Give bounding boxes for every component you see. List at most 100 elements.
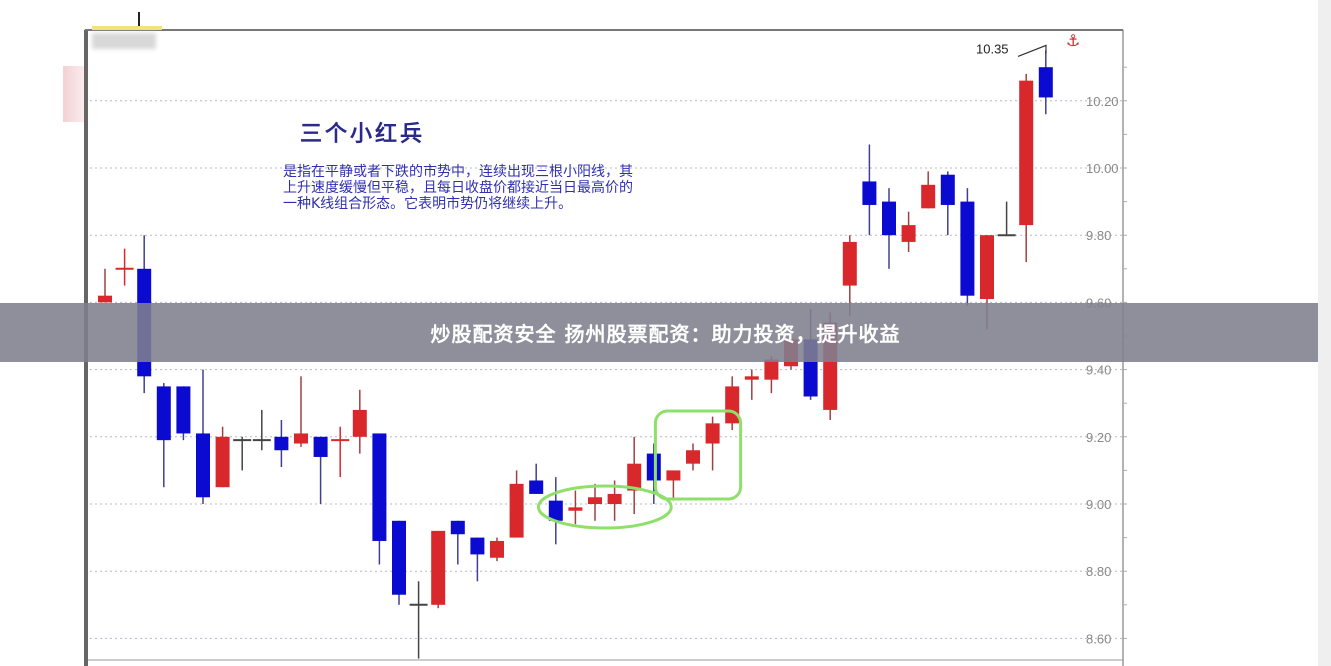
candle	[409, 581, 428, 659]
candle	[940, 171, 955, 236]
candle	[294, 376, 308, 447]
candle	[921, 171, 936, 209]
candle	[352, 389, 367, 454]
candle-body	[294, 433, 308, 444]
candle	[115, 248, 134, 286]
y-tick-label: 8.60	[1086, 631, 1111, 646]
candle	[1019, 73, 1034, 263]
candle	[215, 426, 230, 488]
annotation-line	[1017, 44, 1047, 57]
candle	[744, 369, 759, 400]
candle	[372, 433, 387, 565]
candle-body	[901, 225, 916, 242]
candle-body	[196, 433, 210, 498]
candle-body	[470, 537, 485, 555]
candle-body	[156, 386, 171, 441]
candle-body	[392, 520, 406, 595]
candle	[627, 436, 642, 515]
candle-body	[568, 507, 583, 511]
candle-body	[509, 483, 524, 538]
overlay-banner: 炒股配资安全 扬州股票配资：助力投资，提升收益	[0, 303, 1331, 362]
chart-title: 三个小红兵	[300, 121, 426, 147]
scrollbar[interactable]	[1318, 0, 1331, 666]
candle	[548, 477, 563, 545]
candle	[313, 436, 328, 504]
candle	[490, 537, 504, 562]
candle-body	[529, 480, 544, 494]
candle	[568, 490, 583, 525]
candle-body	[921, 184, 936, 209]
candle-body	[490, 540, 504, 558]
candle-body	[666, 470, 681, 481]
anchor-icon: ⚓	[1066, 31, 1080, 50]
candle-body	[725, 386, 740, 424]
candle-body	[98, 295, 112, 303]
y-tick-label: 9.00	[1086, 497, 1111, 512]
y-tick-label: 9.80	[1086, 228, 1111, 243]
candle	[233, 436, 252, 471]
highlight-ellipse	[536, 484, 673, 530]
candle-body	[607, 493, 622, 504]
candle	[842, 235, 857, 316]
candle-body	[627, 463, 642, 491]
y-tick-label: 9.40	[1086, 363, 1111, 378]
chart-description: 是指在平静或者下跌的市势中，连续出现三根小阳线，其上升速度缓慢但平稳，且每日收盘…	[283, 164, 633, 212]
candle-body	[862, 181, 877, 205]
candle-body	[960, 201, 975, 296]
y-tick-label: 8.80	[1086, 564, 1111, 579]
candle-body	[686, 450, 700, 464]
candle-body	[450, 520, 465, 535]
candle-body	[980, 235, 994, 300]
candle	[901, 211, 916, 252]
candle	[392, 520, 406, 605]
blurred-logo	[92, 33, 156, 49]
candle-body	[313, 436, 328, 457]
candle-body	[764, 359, 779, 380]
candle	[882, 188, 896, 269]
candle	[1038, 50, 1053, 115]
candle	[509, 470, 524, 538]
candle-body	[940, 174, 955, 205]
y-tick-label: 10.20	[1086, 94, 1119, 109]
candle	[431, 530, 446, 609]
candle-body	[1019, 80, 1034, 226]
candle-body	[705, 423, 720, 444]
candle-body	[646, 453, 661, 481]
candle	[686, 443, 700, 471]
candle	[529, 463, 544, 494]
candle-body	[882, 201, 896, 236]
candle	[274, 420, 289, 468]
y-tick-label: 10.00	[1086, 161, 1119, 176]
candle-body	[744, 376, 759, 380]
candle	[331, 426, 350, 478]
candle-body	[431, 530, 446, 605]
candle-body	[1038, 67, 1053, 98]
candle-body	[176, 386, 191, 434]
side-decoration	[63, 66, 85, 122]
candle	[997, 201, 1016, 237]
candle	[176, 386, 191, 441]
candle	[156, 383, 171, 488]
top-marker	[92, 26, 162, 30]
candle	[588, 483, 602, 521]
candle-body	[352, 409, 367, 437]
y-tick-label: 9.20	[1086, 430, 1111, 445]
annotation-label: 10.35	[976, 41, 1009, 56]
candle-body	[215, 436, 230, 488]
candle	[666, 470, 681, 501]
candle	[764, 356, 779, 394]
candle	[252, 409, 271, 451]
candle	[470, 537, 485, 582]
candle-body	[588, 497, 602, 504]
candle	[196, 369, 210, 504]
highlight-box	[653, 409, 743, 501]
candle	[98, 268, 112, 303]
candle	[960, 188, 975, 306]
banner-text: 炒股配资安全 扬州股票配资：助力投资，提升收益	[430, 322, 901, 346]
candle	[862, 144, 877, 236]
candle-body	[842, 241, 857, 286]
candle-body	[274, 436, 289, 451]
candle	[450, 520, 465, 565]
candle-body	[548, 500, 563, 521]
candle	[705, 416, 720, 471]
